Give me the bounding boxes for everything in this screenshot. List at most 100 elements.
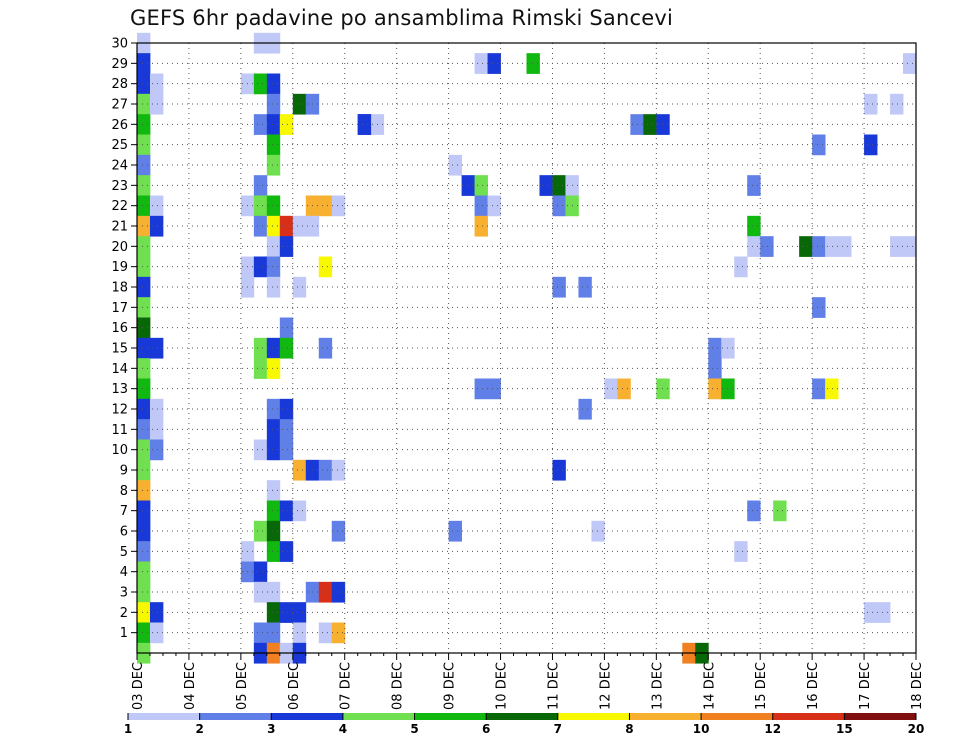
- x-tick-label: 13 DEC: [650, 662, 665, 710]
- colorbar-label: 20: [908, 722, 925, 736]
- colorbar-swatch: [701, 713, 774, 720]
- heatmap-cell: [292, 276, 307, 298]
- x-tick-label: 14 DEC: [702, 662, 717, 710]
- heatmap-cell: [292, 459, 307, 481]
- y-tick-label: 19: [111, 260, 128, 275]
- heatmap-cell: [149, 398, 164, 420]
- y-tick-label: 12: [111, 403, 128, 418]
- heatmap-cell: [292, 500, 307, 522]
- heatmap-cell: [773, 500, 787, 522]
- colorbar-label: 2: [195, 722, 203, 736]
- heatmap-cell: [279, 439, 294, 461]
- heatmap-cell: [331, 622, 346, 644]
- heatmap-cell: [292, 602, 307, 623]
- heatmap-cell: [137, 581, 151, 603]
- heatmap-cell: [137, 378, 151, 400]
- heatmap-cell: [331, 581, 346, 603]
- heatmap-cell: [448, 520, 462, 542]
- heatmap-cell: [656, 114, 670, 135]
- heatmap-cell: [137, 236, 151, 257]
- heatmap-cell: [552, 175, 566, 196]
- heatmap-cell: [266, 236, 281, 257]
- y-tick-label: 1: [120, 626, 128, 641]
- heatmap-cell: [137, 154, 151, 176]
- heatmap-cell: [137, 175, 151, 196]
- colorbar-label: 10: [693, 722, 710, 736]
- y-tick-label: 3: [120, 586, 128, 601]
- heatmap-cell: [149, 419, 164, 440]
- colorbar-swatch: [271, 713, 344, 720]
- colorbar-swatch: [414, 713, 487, 720]
- heatmap-cell: [747, 175, 761, 196]
- heatmap-cell: [266, 439, 281, 461]
- heatmap-cell: [838, 236, 852, 257]
- heatmap-cell: [266, 541, 281, 562]
- heatmap-cell: [552, 276, 566, 298]
- heatmap-cell: [331, 459, 346, 481]
- heatmap-cell: [708, 358, 722, 379]
- heatmap-cell: [890, 93, 904, 115]
- heatmap-cell: [137, 561, 151, 583]
- colorbar-label: 1: [124, 722, 132, 736]
- heatmap-cell: [799, 236, 813, 257]
- heatmap-cell: [137, 195, 151, 217]
- heatmap-cell: [292, 622, 307, 644]
- heatmap-cell: [578, 398, 592, 420]
- y-tick-label: 28: [111, 77, 128, 92]
- heatmap-cell: [266, 276, 281, 298]
- heatmap-cell: [149, 195, 164, 217]
- y-tick-label: 17: [111, 301, 128, 316]
- heatmap-cell: [137, 53, 151, 74]
- heatmap-cell: [149, 439, 164, 461]
- x-tick-label: 12 DEC: [598, 662, 613, 710]
- colorbar-label: 3: [267, 722, 275, 736]
- colorbar-swatch: [557, 713, 630, 720]
- heatmap-cell: [734, 541, 748, 562]
- heatmap-cell: [137, 215, 151, 237]
- plot-frame: [136, 42, 917, 654]
- heatmap-cell: [266, 358, 281, 379]
- heatmap-cell: [137, 602, 151, 623]
- heatmap-cell: [318, 337, 333, 359]
- y-tick-label: 24: [111, 159, 128, 174]
- heatmap-cell: [279, 317, 294, 339]
- heatmap-cell: [253, 439, 268, 461]
- heatmap-cell: [708, 378, 722, 400]
- heatmap-cell: [266, 581, 281, 603]
- y-tick-label: 13: [111, 382, 128, 397]
- heatmap-cell: [591, 520, 605, 542]
- heatmap-cell: [266, 520, 281, 542]
- colorbar-swatch: [199, 713, 272, 720]
- heatmap-cell: [318, 459, 333, 481]
- heatmap-cell: [253, 195, 268, 217]
- x-tick-label: 04 DEC: [183, 662, 198, 710]
- colorbar-label: 5: [410, 722, 418, 736]
- y-tick-label: 26: [111, 118, 128, 133]
- heatmap-cell: [137, 500, 151, 522]
- heatmap-cell: [890, 236, 904, 257]
- heatmap-cell: [279, 419, 294, 440]
- heatmap-cell: [137, 297, 151, 318]
- heatmap-cell: [137, 520, 151, 542]
- y-tick-label: 29: [111, 57, 128, 72]
- y-tick-label: 4: [120, 565, 128, 580]
- heatmap-cell: [318, 256, 333, 278]
- heatmap-cell: [266, 622, 281, 644]
- heatmap-cell: [137, 480, 151, 501]
- y-tick-label: 22: [111, 199, 128, 214]
- heatmap-cell: [149, 602, 164, 623]
- heatmap-cell: [266, 500, 281, 522]
- heatmap-cell: [137, 358, 151, 379]
- heatmap-cell: [266, 256, 281, 278]
- heatmap-cell: [474, 175, 488, 196]
- heatmap-cell: [266, 195, 281, 217]
- heatmap-cell: [474, 378, 488, 400]
- heatmap-cell: [149, 93, 164, 115]
- x-tick-label: 10 DEC: [495, 662, 510, 710]
- heatmap-cell: [279, 215, 294, 237]
- colorbar-swatch: [342, 713, 415, 720]
- y-tick-label: 20: [111, 240, 128, 255]
- heatmap-cell: [253, 337, 268, 359]
- heatmap-cell: [266, 480, 281, 501]
- heatmap-cell: [747, 236, 761, 257]
